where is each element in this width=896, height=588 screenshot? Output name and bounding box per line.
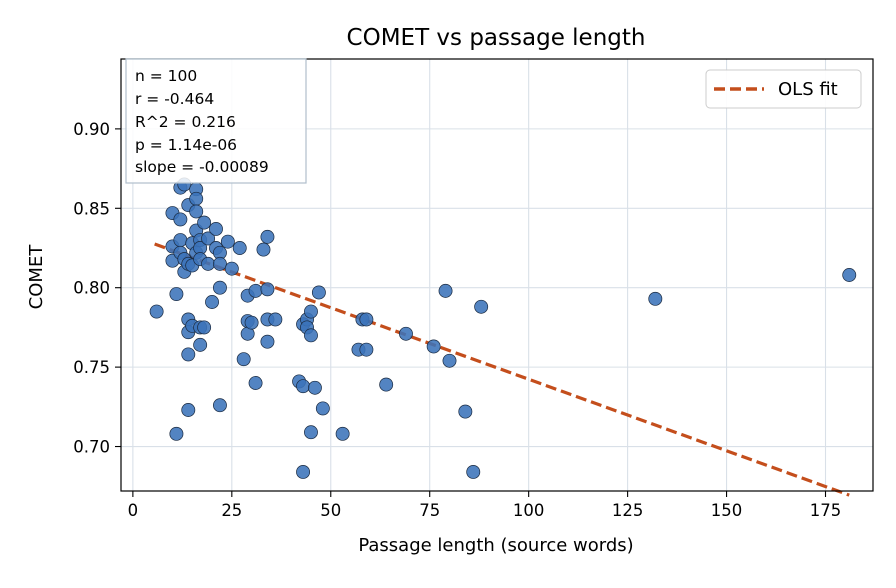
data-point	[260, 229, 275, 244]
data-point	[181, 403, 196, 417]
y-axis-ticks: 0.70 0.75 0.80 0.85 0.90	[73, 120, 121, 457]
data-point	[296, 379, 311, 394]
x-tick-label: 125	[612, 501, 644, 520]
data-point	[197, 215, 212, 230]
data-point	[189, 204, 204, 219]
data-point	[244, 315, 259, 330]
data-point	[438, 283, 453, 298]
data-point	[220, 234, 235, 249]
x-tick-label: 75	[419, 501, 440, 520]
data-point	[304, 328, 318, 343]
x-tick-label: 100	[513, 501, 545, 520]
data-point	[335, 426, 350, 441]
stats-slope: slope = -0.00089	[135, 158, 269, 176]
data-point	[201, 256, 216, 271]
data-point	[149, 304, 164, 319]
data-point	[307, 380, 322, 395]
data-point	[209, 221, 223, 236]
data-point	[212, 398, 227, 413]
data-points	[149, 177, 857, 479]
y-tick-label: 0.80	[73, 279, 110, 298]
data-point	[193, 337, 208, 352]
data-point	[442, 353, 457, 368]
stats-r-squared: R^2 = 0.216	[135, 113, 236, 131]
stats-n: n = 100	[135, 67, 197, 85]
data-point	[197, 320, 212, 335]
data-point	[359, 312, 374, 327]
data-point	[379, 377, 394, 392]
data-point	[842, 268, 857, 282]
y-axis-label: COMET	[26, 244, 47, 310]
x-axis-ticks: 0 25 50 75 100 125 150 175	[128, 491, 842, 520]
data-point	[426, 339, 441, 354]
data-point	[169, 426, 184, 441]
x-tick-label: 25	[221, 501, 242, 520]
stats-box: n = 100 r = -0.464 R^2 = 0.216 p = 1.14e…	[125, 58, 307, 184]
data-point	[212, 256, 227, 271]
stats-r: r = -0.464	[135, 90, 214, 108]
legend: OLS fit	[705, 69, 862, 109]
data-point	[236, 352, 251, 367]
data-point	[648, 291, 663, 306]
grid-lines	[121, 59, 873, 491]
stats-p-value: p = 1.14e-06	[135, 136, 237, 154]
y-tick-label: 0.85	[73, 199, 110, 218]
y-tick-label: 0.75	[73, 358, 110, 377]
data-point	[399, 326, 413, 341]
data-point	[248, 376, 263, 390]
data-point	[260, 334, 275, 349]
data-point	[189, 191, 204, 206]
data-point	[474, 299, 489, 314]
y-tick-label: 0.90	[73, 120, 110, 139]
legend-fit-label: OLS fit	[778, 79, 838, 100]
chart-title: COMET vs passage length	[347, 25, 646, 51]
data-point	[248, 283, 263, 298]
data-point	[205, 295, 219, 309]
data-point	[304, 425, 318, 440]
data-point	[311, 285, 326, 300]
y-tick-label: 0.70	[73, 438, 110, 457]
data-point	[304, 304, 318, 319]
x-tick-label: 175	[810, 501, 842, 520]
data-point	[315, 401, 330, 416]
data-point	[181, 347, 196, 362]
data-point	[359, 342, 374, 357]
x-tick-label: 0	[128, 501, 139, 520]
x-axis-label: Passage length (source words)	[358, 535, 633, 556]
data-point	[232, 241, 247, 255]
data-point	[201, 231, 216, 246]
data-point	[173, 212, 188, 227]
data-point	[268, 312, 283, 327]
x-tick-label: 50	[320, 501, 341, 520]
data-point	[458, 404, 473, 419]
plot-frame	[120, 58, 874, 492]
data-point	[296, 464, 311, 479]
ols-fit-line	[154, 242, 850, 497]
data-point	[212, 280, 227, 295]
data-point	[173, 233, 188, 248]
data-point	[466, 464, 481, 479]
data-point	[224, 261, 239, 276]
x-tick-label: 150	[711, 501, 743, 520]
data-point	[169, 287, 184, 302]
ols-fit-layer	[154, 242, 850, 497]
data-point	[260, 282, 275, 297]
data-point	[256, 242, 271, 257]
